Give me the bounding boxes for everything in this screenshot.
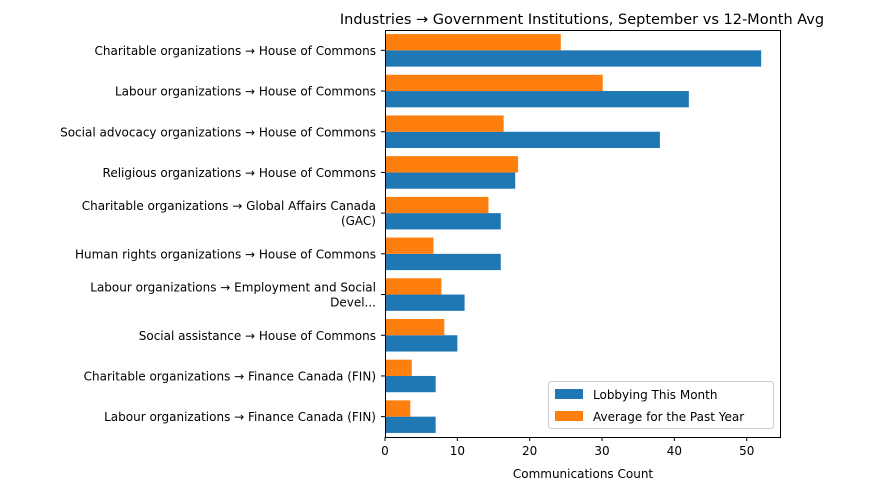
x-tick-label: 50 [739, 444, 754, 458]
bar-this-month [385, 294, 465, 311]
bar-this-month [385, 131, 660, 149]
bar-this-month [385, 416, 436, 433]
bar-this-month [385, 375, 436, 393]
y-tick-label: Human rights organizations → House of Co… [75, 247, 376, 261]
y-tick-label: Social advocacy organizations → House of… [60, 125, 376, 139]
y-tick-label: Charitable organizations → Finance Canad… [84, 369, 376, 383]
legend-swatch-past-year [555, 411, 583, 421]
y-tick-label: Charitable organizations → House of Comm… [95, 44, 376, 58]
legend-label-past-year: Average for the Past Year [593, 410, 744, 424]
y-tick-label: (GAC) [341, 214, 376, 228]
bar-past-year [385, 318, 445, 336]
bar-past-year [385, 359, 412, 376]
y-tick-label: Charitable organizations → Global Affair… [82, 199, 376, 213]
bars-layer [385, 34, 762, 433]
x-tick-label: 0 [381, 444, 389, 458]
y-tick-label: Labour organizations → Finance Canada (F… [104, 410, 376, 424]
x-tick-label: 10 [450, 444, 465, 458]
bar-past-year [385, 115, 504, 132]
plot-frame [385, 30, 781, 438]
legend-label-this-month: Lobbying This Month [593, 388, 717, 402]
legend: Lobbying This Month Average for the Past… [548, 381, 774, 429]
y-tick-label: Religious organizations → House of Commo… [103, 166, 376, 180]
y-axis-ticks: Charitable organizations → House of Comm… [60, 44, 385, 424]
x-axis-label: Communications Count [513, 467, 654, 481]
x-tick-label: 30 [594, 444, 609, 458]
bar-this-month [385, 335, 458, 352]
x-tick-label: 40 [667, 444, 682, 458]
bar-this-month [385, 213, 501, 230]
bar-past-year [385, 156, 519, 173]
y-tick-label: Devel... [330, 296, 376, 310]
chart-title: Industries → Government Institutions, Se… [340, 12, 824, 28]
legend-box [548, 381, 774, 429]
bar-this-month [385, 172, 516, 189]
bar-this-month [385, 91, 689, 108]
y-tick-label: Labour organizations → Employment and So… [90, 281, 376, 295]
y-tick-label: Social assistance → House of Commons [139, 329, 376, 343]
bar-this-month [385, 50, 762, 67]
bar-past-year [385, 400, 411, 417]
bar-past-year [385, 196, 489, 214]
bar-this-month [385, 253, 501, 271]
bar-past-year [385, 74, 603, 92]
bar-past-year [385, 278, 442, 295]
x-axis-ticks: 0 10 20 30 40 50 [381, 437, 754, 458]
y-tick-label: Labour organizations → House of Commons [115, 85, 376, 99]
bar-past-year [385, 34, 561, 51]
bar-past-year [385, 237, 434, 254]
x-tick-label: 20 [522, 444, 537, 458]
legend-swatch-this-month [555, 389, 583, 399]
